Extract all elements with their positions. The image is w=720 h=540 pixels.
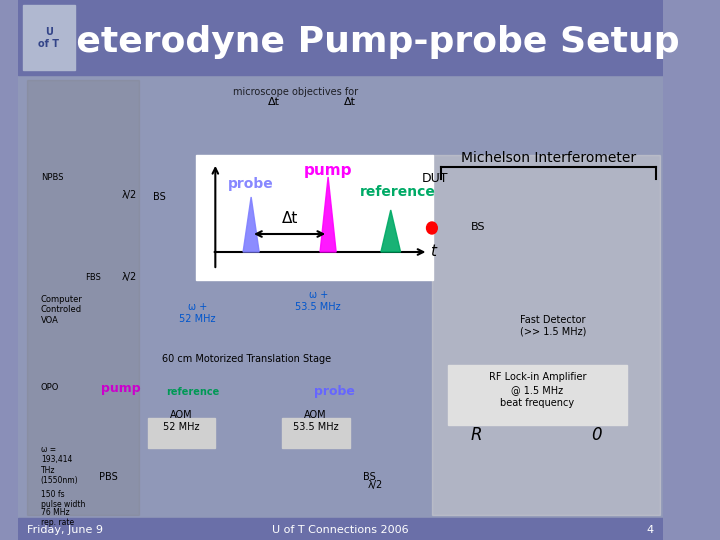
Text: ω +
52 MHz: ω + 52 MHz [179, 302, 216, 324]
Text: AOM
52 MHz: AOM 52 MHz [163, 410, 199, 432]
Text: pump: pump [101, 382, 140, 395]
Text: BS: BS [470, 222, 485, 232]
Text: 0: 0 [591, 426, 602, 444]
Text: probe: probe [314, 385, 355, 398]
Text: BS: BS [363, 472, 376, 482]
Bar [282, 418, 350, 448]
Text: Friday, June 9: Friday, June 9 [27, 525, 104, 535]
Text: Heterodyne Pump-probe Setup: Heterodyne Pump-probe Setup [46, 25, 680, 59]
Text: Computer
Controled
VOA: Computer Controled VOA [41, 295, 83, 325]
Bar [196, 155, 433, 280]
Text: BS: BS [153, 192, 166, 202]
Text: ω +
53.5 MHz: ω + 53.5 MHz [295, 291, 341, 312]
Bar [448, 365, 627, 425]
Text: Fast Detector
(>> 1.5 MHz): Fast Detector (>> 1.5 MHz) [520, 315, 586, 337]
Circle shape [426, 222, 437, 234]
Text: reference: reference [360, 185, 436, 199]
Bar [19, 75, 663, 518]
Text: 60 cm Motorized Translation Stage: 60 cm Motorized Translation Stage [162, 354, 331, 364]
Text: microscope objectives for: microscope objectives for [233, 87, 359, 97]
Text: NPBS: NPBS [41, 173, 63, 182]
Text: beat frequency: beat frequency [500, 398, 575, 408]
Bar [19, 0, 663, 75]
Text: λ/2: λ/2 [122, 272, 137, 282]
Text: reference: reference [166, 387, 220, 397]
Text: probe: probe [228, 177, 274, 191]
Text: DUT: DUT [421, 172, 448, 185]
Text: λ/2: λ/2 [367, 480, 383, 490]
Bar [148, 418, 215, 448]
Text: U
of T: U of T [38, 27, 59, 49]
Text: ω =
193,414
THz
(1550nm): ω = 193,414 THz (1550nm) [41, 445, 78, 485]
Polygon shape [320, 177, 336, 252]
Text: t: t [430, 245, 436, 260]
Text: OPO: OPO [41, 383, 59, 392]
Text: pump: pump [304, 163, 352, 178]
Text: Δt: Δt [343, 97, 356, 107]
Text: @ 1.5 MHz: @ 1.5 MHz [511, 385, 564, 395]
Text: PBS: PBS [99, 472, 118, 482]
Bar [19, 518, 663, 540]
Text: 4: 4 [647, 525, 654, 535]
Text: Δt: Δt [268, 97, 279, 107]
Text: AOM
53.5 MHz: AOM 53.5 MHz [293, 410, 338, 432]
Polygon shape [243, 197, 259, 252]
Text: U of T Connections 2006: U of T Connections 2006 [272, 525, 409, 535]
Polygon shape [381, 210, 400, 252]
Text: Δt: Δt [282, 211, 298, 226]
Bar [23, 5, 75, 70]
Text: RF Lock-in Amplifier: RF Lock-in Amplifier [489, 372, 586, 382]
Bar [432, 155, 660, 515]
Text: 76 MHz
rep. rate: 76 MHz rep. rate [41, 508, 74, 528]
Text: Michelson Interferometer: Michelson Interferometer [461, 151, 636, 165]
Text: λ/2: λ/2 [122, 190, 137, 200]
Text: FBS: FBS [86, 273, 102, 282]
Text: R: R [470, 426, 482, 444]
Bar [27, 80, 139, 515]
Text: 150 fs
pulse width: 150 fs pulse width [41, 490, 85, 509]
